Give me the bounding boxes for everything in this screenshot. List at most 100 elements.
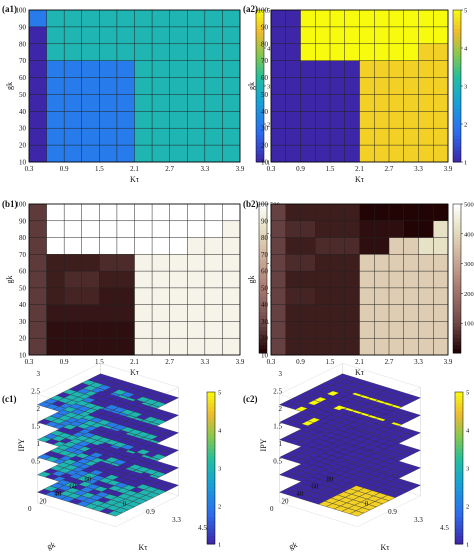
heatmap-cell bbox=[169, 26, 188, 45]
heatmap-cell bbox=[285, 321, 301, 339]
y-tick-label: 80 bbox=[261, 234, 269, 242]
heatmap-cell bbox=[315, 145, 331, 163]
heatmap-cell bbox=[99, 287, 118, 306]
colorbar-segment bbox=[207, 525, 215, 530]
heatmap-cell bbox=[46, 237, 65, 255]
colorbar-segment bbox=[455, 513, 463, 518]
colorbar-segment bbox=[207, 521, 215, 526]
colorbar-segment bbox=[259, 259, 267, 265]
heatmap-cell bbox=[46, 26, 65, 45]
heatmap-cell bbox=[134, 338, 153, 356]
heatmap-cell bbox=[64, 304, 83, 322]
colorbar-segment bbox=[455, 399, 463, 404]
colorbar-segment bbox=[453, 289, 461, 294]
colorbar-segment bbox=[259, 237, 267, 242]
gk-tick-label: 80 bbox=[326, 475, 334, 483]
colorbar-tick-label: 1 bbox=[218, 542, 221, 549]
heatmap-cell bbox=[285, 26, 301, 45]
heatmap-cell bbox=[116, 26, 135, 45]
y-tick-label: 90 bbox=[261, 217, 269, 225]
colorbar-segment bbox=[455, 528, 463, 534]
heatmap-cell bbox=[344, 304, 360, 322]
heatmap-cell bbox=[134, 128, 153, 146]
colorbar-tick-label: 3 bbox=[218, 466, 221, 473]
heatmap-cell bbox=[300, 204, 316, 222]
colorbar-segment bbox=[453, 97, 461, 102]
colorbar-segment bbox=[207, 430, 215, 435]
colorbar-segment bbox=[453, 108, 461, 114]
heatmap-cell bbox=[374, 43, 390, 62]
z-tick-label: 2 bbox=[37, 405, 41, 413]
heatmap-cell bbox=[187, 145, 206, 163]
heatmap-panel-a1: (a1) 0.3 0.9 1.5 2.1 2.7 3.3 3.9 Kτ 10 20 30 40 50 60 7… bbox=[2, 4, 271, 184]
y-tick-label: 50 bbox=[19, 284, 27, 292]
colorbar-segment bbox=[453, 244, 461, 250]
heatmap-cell bbox=[271, 287, 287, 306]
heatmap-cell bbox=[285, 220, 301, 238]
colorbar-segment bbox=[207, 452, 215, 458]
heatmap-cell bbox=[315, 43, 331, 62]
heatmap-cell bbox=[418, 10, 434, 28]
colorbar-segment bbox=[455, 464, 463, 469]
heatmap-cell bbox=[300, 237, 316, 255]
x-tick-label: 2.1 bbox=[355, 358, 364, 366]
heatmap-cell bbox=[271, 237, 287, 255]
colorbar-segment bbox=[453, 86, 461, 91]
heatmap-cell bbox=[29, 338, 47, 356]
heatmap-cell bbox=[271, 204, 287, 222]
colorbar-segment bbox=[455, 471, 463, 477]
colorbar-segment bbox=[207, 395, 215, 401]
heatmap-cell bbox=[403, 145, 419, 163]
heatmap-cell bbox=[116, 220, 135, 238]
colorbar-segment bbox=[453, 215, 461, 220]
colorbar-segment bbox=[453, 55, 461, 60]
heatmap-cell bbox=[46, 43, 65, 62]
heatmap-cell bbox=[46, 304, 65, 322]
colorbar-tick-label: 4 bbox=[464, 46, 468, 53]
colorbar-segment bbox=[259, 204, 267, 209]
heatmap-cell bbox=[300, 43, 316, 62]
colorbar-segment bbox=[453, 263, 461, 268]
heatmap-cell bbox=[315, 304, 331, 322]
heatmap-cell bbox=[418, 254, 434, 272]
heatmap-cell bbox=[374, 271, 390, 289]
heatmap-cell bbox=[204, 304, 223, 322]
ktau-axis-label: Kτ bbox=[139, 543, 149, 552]
colorbar-segment bbox=[455, 506, 463, 511]
colorbar-segment bbox=[259, 323, 267, 328]
heatmap-cell bbox=[300, 271, 316, 289]
heatmap-cell bbox=[99, 60, 118, 78]
colorbar-segment bbox=[256, 21, 264, 26]
colorbar-tick-label: 200 bbox=[464, 291, 474, 298]
ktau-tick-label: 4.5 bbox=[198, 524, 207, 532]
colorbar-segment bbox=[455, 433, 463, 439]
colorbar-segment bbox=[207, 433, 215, 439]
colorbar-segment bbox=[455, 521, 463, 526]
heatmap-cell bbox=[134, 304, 153, 322]
x-tick-label: 3.9 bbox=[444, 165, 453, 173]
heatmap-cell bbox=[389, 94, 405, 112]
heatmap-cell bbox=[116, 271, 135, 289]
colorbar-segment bbox=[453, 101, 461, 106]
colorbar-segment bbox=[256, 131, 264, 136]
heatmap-cell bbox=[433, 10, 449, 28]
heatmap-cell bbox=[204, 145, 223, 163]
heatmap-cell bbox=[64, 271, 83, 289]
colorbar-tick-label: 100 bbox=[464, 321, 474, 328]
heatmap-cell bbox=[29, 60, 47, 78]
heatmap-cell bbox=[64, 287, 83, 306]
heatmap-cell bbox=[222, 10, 241, 28]
y-axis-label: gk bbox=[247, 82, 256, 90]
heatmap-cell bbox=[187, 237, 206, 255]
y-tick-label: 30 bbox=[261, 318, 269, 326]
colorbar-segment bbox=[453, 326, 461, 332]
heatmap-cell bbox=[359, 338, 375, 356]
colorbar-segment bbox=[256, 55, 264, 60]
heatmap-cell bbox=[169, 43, 188, 62]
heatmap-cell bbox=[433, 338, 449, 356]
heatmap-cell bbox=[187, 77, 206, 95]
heatmap-cell bbox=[46, 10, 65, 28]
y-tick-label: 70 bbox=[19, 251, 27, 259]
colorbar-segment bbox=[259, 349, 267, 354]
x-tick-label: 0.9 bbox=[60, 165, 69, 173]
